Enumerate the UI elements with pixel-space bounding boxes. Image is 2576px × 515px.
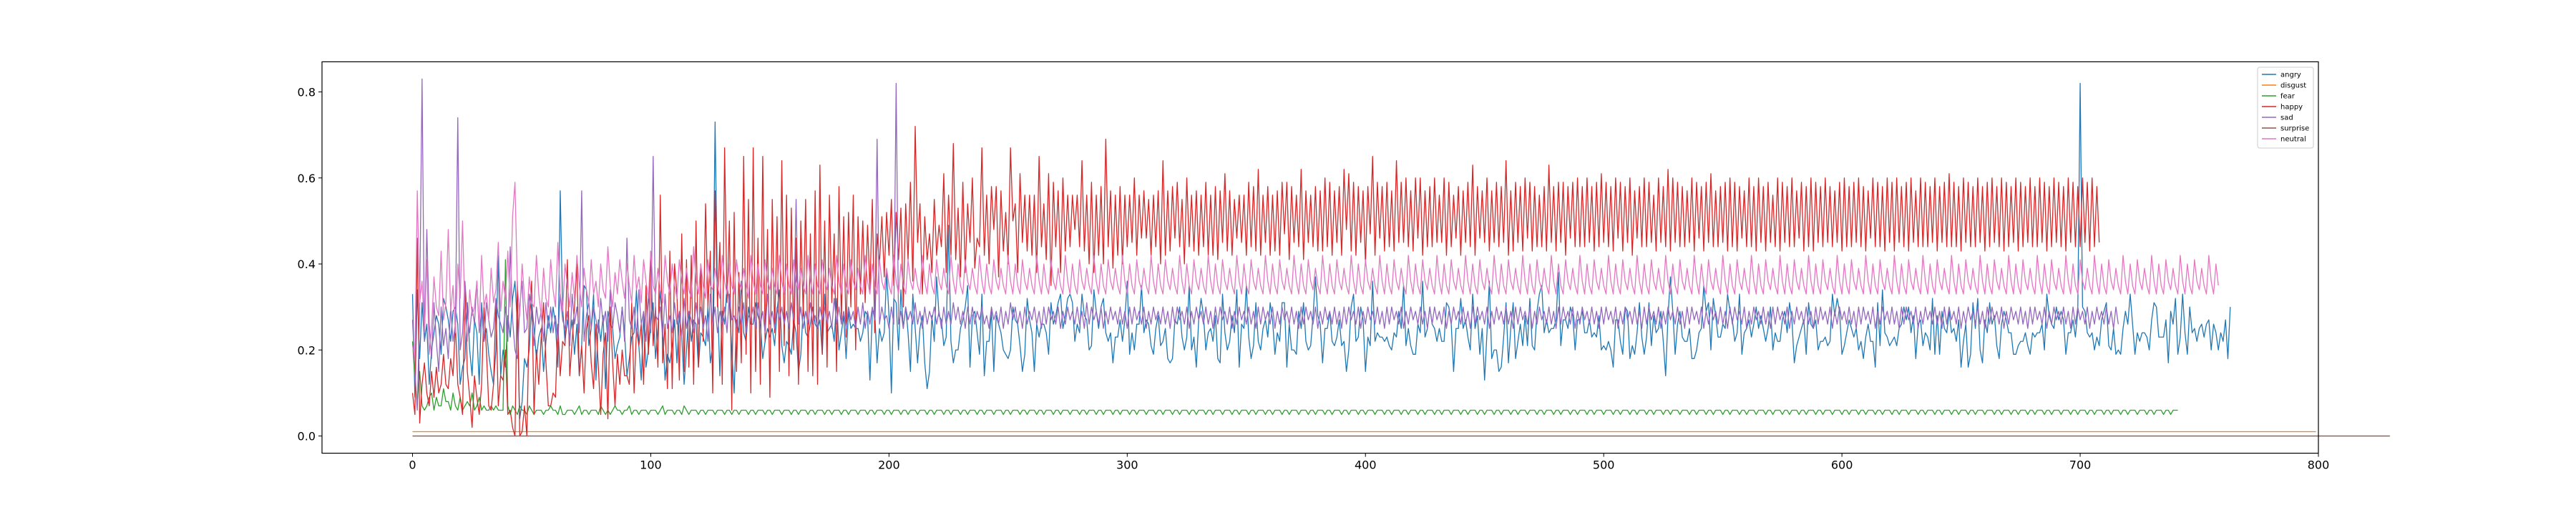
x-tick-label: 500 <box>1593 458 1615 472</box>
series-line-sad <box>411 78 2119 411</box>
legend-label-sad: sad <box>2280 114 2293 122</box>
y-tick-label: 0.0 <box>298 430 316 443</box>
legend-label-happy: happy <box>2280 104 2303 112</box>
series-layer <box>411 78 2390 437</box>
legend-label-surprise: surprise <box>2280 125 2309 133</box>
series-line-happy <box>411 125 2100 437</box>
x-axis: 0 100 200 300 400 500 600 700 800 <box>409 453 2329 472</box>
x-tick-label: 700 <box>2069 458 2092 472</box>
x-tick-label: 300 <box>1116 458 1138 472</box>
y-axis: 0.0 0.2 0.4 0.6 0.8 <box>298 85 322 443</box>
series-line-neutral <box>411 182 2219 359</box>
y-tick-label: 0.6 <box>298 172 316 185</box>
legend-label-disgust: disgust <box>2280 82 2306 90</box>
x-tick-label: 100 <box>640 458 662 472</box>
y-tick-label: 0.4 <box>298 258 316 271</box>
x-tick-label: 600 <box>1831 458 1853 472</box>
x-tick-label: 400 <box>1355 458 1377 472</box>
x-tick-label: 200 <box>878 458 900 472</box>
legend-label-fear: fear <box>2280 93 2296 101</box>
x-tick-label: 0 <box>409 458 416 472</box>
plot-frame <box>321 61 2319 454</box>
legend-label-neutral: neutral <box>2280 136 2306 144</box>
x-tick-label: 800 <box>2308 458 2330 472</box>
y-tick-label: 0.2 <box>298 343 316 357</box>
legend: angry disgust fear happy sad surprise neutral <box>2257 67 2314 149</box>
series-line-fear <box>411 259 2178 416</box>
legend-label-angry: angry <box>2280 72 2301 79</box>
y-tick-label: 0.8 <box>298 85 316 99</box>
series-line-angry <box>411 82 2231 420</box>
